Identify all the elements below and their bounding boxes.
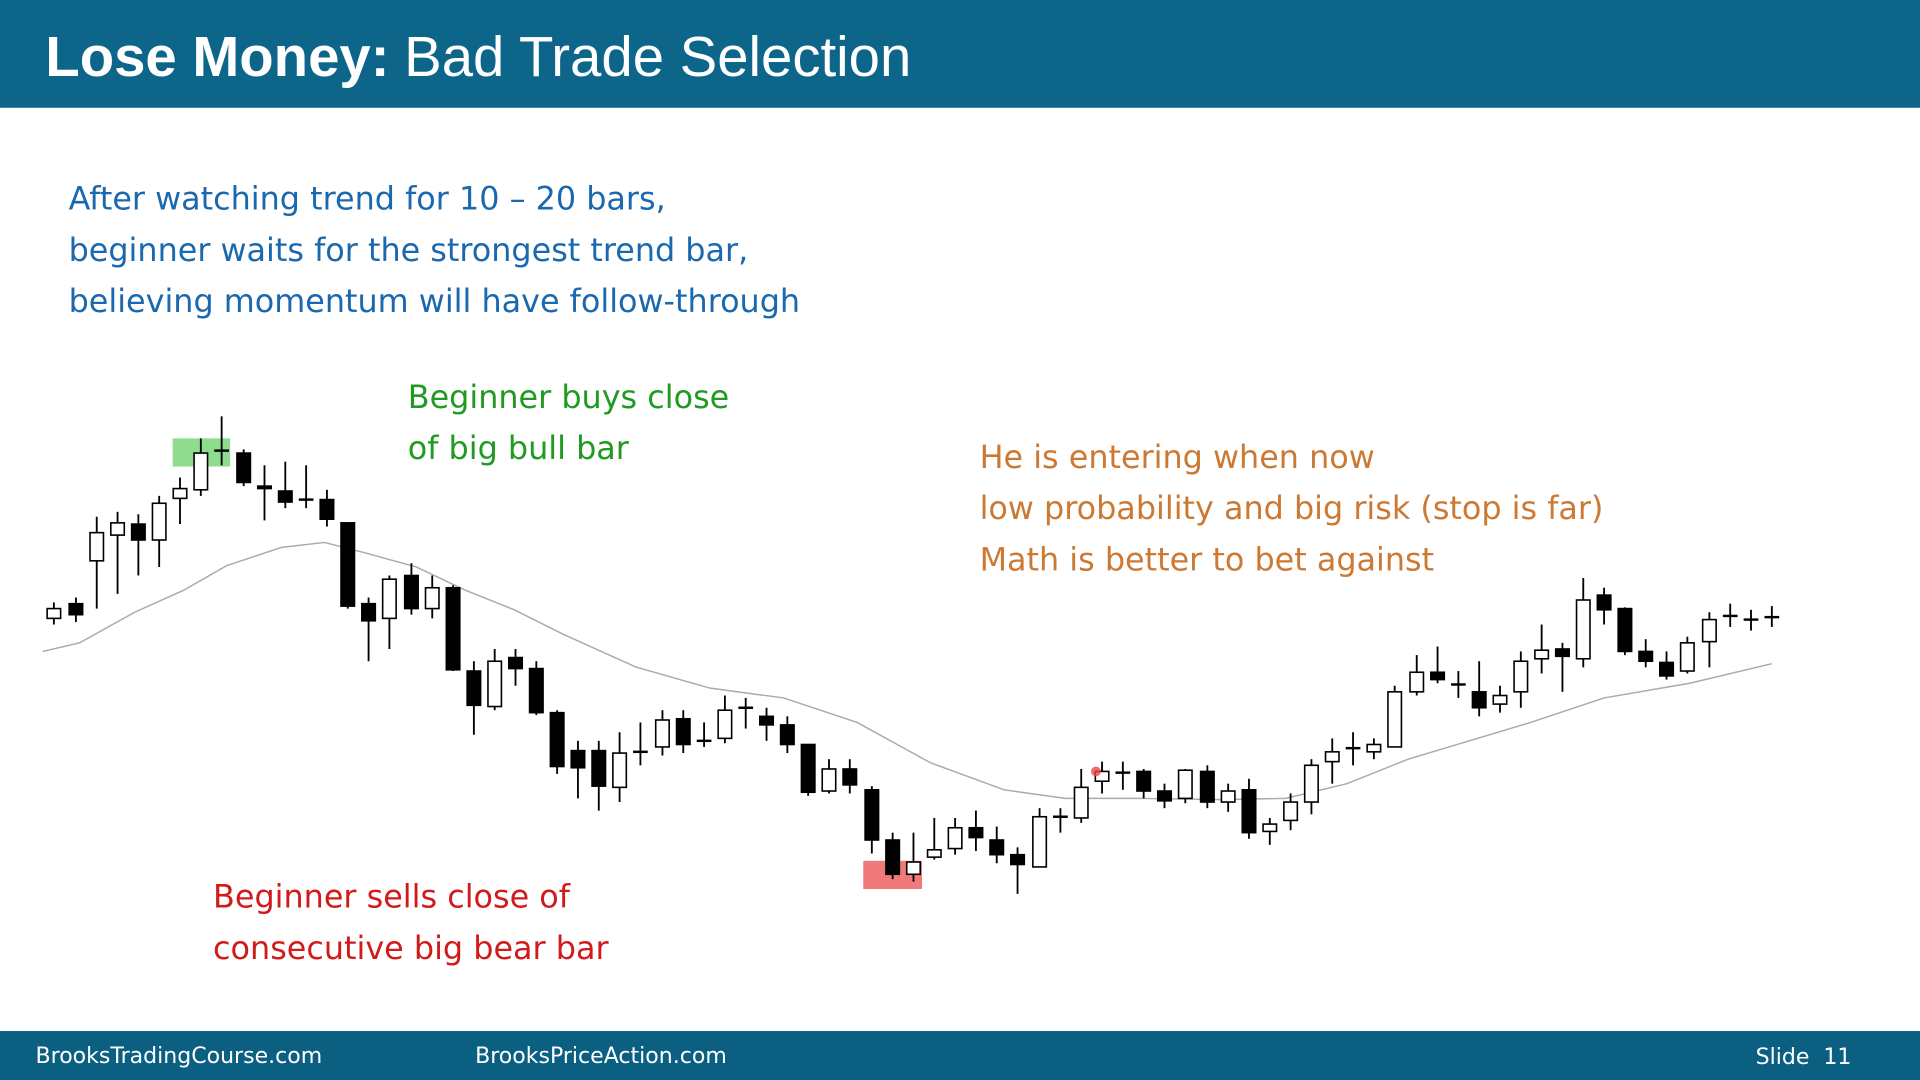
candle-body	[549, 711, 565, 768]
note-line: Beginner sells close of	[213, 877, 571, 915]
candle-body	[1554, 648, 1570, 658]
candle-body	[1324, 751, 1340, 763]
footer-site: BrooksTradingCourse.com	[36, 1044, 323, 1069]
note-line: Math is better to bet against	[980, 541, 1435, 579]
candle-body	[172, 487, 188, 500]
note-line: He is entering when now	[980, 438, 1375, 476]
note-line: low probability and big risk (stop is fa…	[980, 489, 1604, 527]
candle-body	[1659, 661, 1675, 677]
candle-body	[1638, 650, 1654, 663]
candle-body	[151, 502, 167, 541]
title-rest: Bad Trade Selection	[404, 25, 911, 88]
note-line: beginner waits for the strongest trend b…	[69, 231, 749, 269]
candle-body	[1303, 764, 1319, 803]
moving-average	[42, 541, 1773, 801]
candle-body	[1199, 770, 1215, 803]
candle-body	[193, 452, 209, 491]
candle-body	[947, 826, 963, 850]
note-line: After watching trend for 10 – 20 bars,	[69, 179, 666, 217]
footer-band	[0, 1031, 1920, 1080]
candle-body	[612, 752, 628, 789]
candle-body	[1387, 691, 1403, 748]
candle-body	[1409, 671, 1425, 693]
candle-body	[89, 531, 105, 562]
candle-body	[361, 602, 377, 622]
candle-body	[1534, 649, 1550, 660]
candle-body	[717, 709, 733, 740]
cursor-dot	[1091, 766, 1101, 777]
candles	[46, 416, 1780, 894]
note-line: of big bull bar	[408, 429, 630, 467]
candle-body	[130, 523, 146, 541]
candle-body	[1094, 770, 1110, 783]
candle-body	[110, 522, 126, 536]
candle-body	[1471, 691, 1487, 709]
candle-body	[1617, 607, 1633, 653]
candle-body	[1430, 671, 1446, 681]
candle-body	[466, 670, 482, 707]
note-line: Beginner buys close	[408, 378, 729, 416]
buy-note: Beginner buys close of big bull bar	[408, 378, 729, 467]
candle-body	[864, 789, 880, 841]
intro-note: After watching trend for 10 – 20 bars, b…	[69, 179, 801, 320]
candle-body	[675, 717, 691, 746]
candle-body	[1492, 694, 1508, 705]
footer-site: BrooksPriceAction.com	[475, 1044, 727, 1069]
candle-body	[1220, 790, 1236, 803]
slide-number: Slide 11	[1756, 1045, 1852, 1070]
candle-body	[1262, 823, 1278, 833]
candle-body	[759, 715, 775, 726]
candle-body	[46, 607, 62, 620]
header-band	[0, 0, 1920, 108]
candle-body	[591, 749, 607, 787]
candle-body	[1010, 853, 1026, 866]
candle-body	[968, 826, 984, 839]
sell-note: Beginner sells close of consecutive big …	[213, 877, 609, 966]
candle-body	[821, 768, 837, 792]
candle-body	[1283, 801, 1299, 822]
candle-body	[1366, 743, 1382, 753]
candle-body	[1575, 599, 1591, 660]
title-bold: Lose Money:	[45, 25, 389, 88]
candle-body	[487, 660, 503, 708]
candle-body	[340, 522, 356, 607]
candle-body	[654, 719, 670, 748]
candle-body	[1513, 660, 1529, 693]
candle-body	[68, 602, 84, 616]
candle-body	[445, 586, 461, 671]
warning-note: He is entering when now low probability …	[980, 438, 1604, 579]
candle-body	[1701, 618, 1717, 643]
candle-body	[1136, 770, 1152, 792]
candle-body	[277, 490, 293, 503]
candle-body	[403, 574, 419, 610]
candle-body	[319, 498, 335, 520]
candle-body	[424, 586, 440, 610]
candle-body	[381, 578, 397, 620]
candle-body	[236, 452, 252, 484]
candle-body	[779, 724, 795, 746]
candle-body	[1032, 815, 1048, 868]
candle-body	[905, 861, 921, 876]
candle-body	[1177, 769, 1193, 800]
candle-body	[926, 849, 942, 858]
candle-body	[800, 743, 816, 794]
candle-body	[885, 839, 901, 876]
candle-body	[507, 656, 524, 670]
candle-body	[1073, 786, 1089, 819]
candle-body	[989, 839, 1005, 856]
candle-body	[256, 485, 273, 490]
candle-body	[1596, 594, 1612, 611]
note-line: believing momentum will have follow-thro…	[69, 282, 801, 320]
candle-body	[528, 667, 544, 714]
note-line: consecutive big bear bar	[213, 929, 609, 967]
candle-body	[842, 768, 858, 786]
title: Lose Money: Bad Trade Selection	[45, 25, 911, 88]
candle-body	[570, 749, 586, 769]
candle-body	[1679, 642, 1695, 672]
candle-body	[1241, 789, 1257, 834]
candle-body	[1156, 790, 1173, 802]
